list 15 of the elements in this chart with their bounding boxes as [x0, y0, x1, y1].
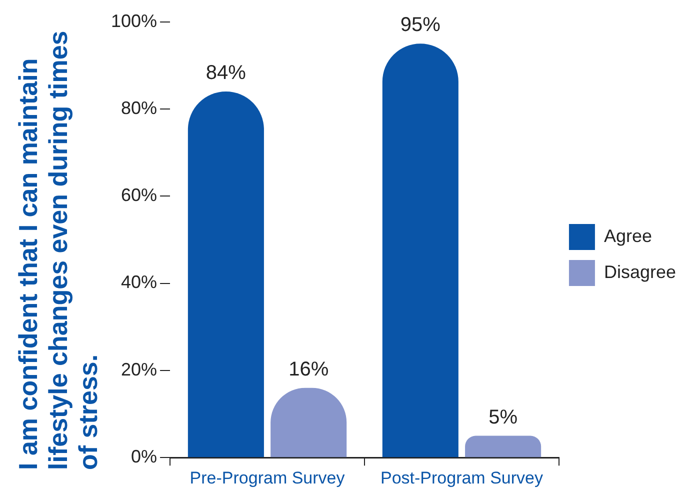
- y-axis-title: I am confident that I can maintain lifestyle changes even during times of stress.: [12, 30, 104, 470]
- legend-label: Agree: [604, 226, 652, 246]
- data-label: 95%: [400, 14, 441, 36]
- y-tick-label: 20%: [121, 359, 158, 380]
- y-tick-label: 100%: [110, 10, 158, 31]
- x-tick-label: Post-Program Survey: [380, 468, 544, 488]
- y-tick-label: 40%: [121, 272, 158, 292]
- y-tick-label: 60%: [121, 185, 158, 206]
- data-label: 5%: [488, 406, 518, 428]
- x-tick-label: Pre-Program Survey: [190, 468, 346, 488]
- legend-label: Disagree: [604, 262, 676, 282]
- data-label: 84%: [206, 62, 246, 84]
- y-tick-label: 0%: [131, 446, 158, 467]
- y-tick-label: 80%: [121, 98, 158, 118]
- data-label: 16%: [288, 358, 329, 380]
